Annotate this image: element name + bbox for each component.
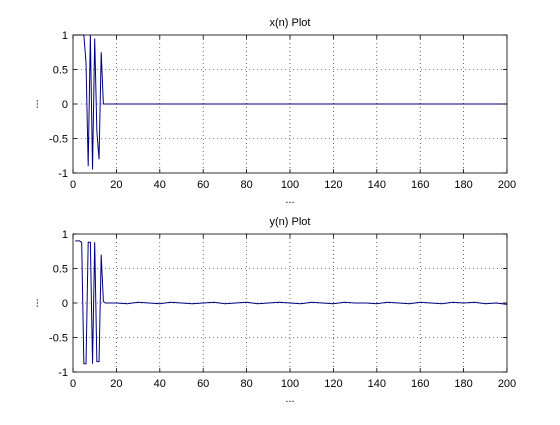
x-tick-label: 0: [70, 378, 76, 390]
x-tick-label: 20: [110, 378, 122, 390]
x-tick-label: 200: [498, 179, 516, 191]
x-tick-label: 60: [197, 378, 209, 390]
plot-title: y(n) Plot: [270, 216, 311, 228]
x-tick-label: 120: [324, 378, 342, 390]
y-tick-label: 1: [62, 229, 68, 241]
series-line: [75, 34, 507, 170]
x-tick-label: 0: [70, 179, 76, 191]
plot-1: 0 20 40 60 80 100 120 140 160 180 200 -1 -0.5 0 0.5 1 x(…: [29, 17, 516, 206]
y-tick-label: -1: [58, 367, 68, 379]
x-tick-label: 100: [281, 378, 299, 390]
y-tick-label: 0: [62, 99, 68, 111]
x-tick-label: 80: [240, 179, 252, 191]
x-tick-label: 200: [498, 378, 516, 390]
x-tick-label: 160: [411, 378, 429, 390]
x-tick-label: 60: [197, 179, 209, 191]
y-tick-label: -1: [58, 168, 68, 180]
y-tick-label: -0.5: [49, 333, 68, 345]
x-tick-label: 100: [281, 179, 299, 191]
x-tick-label: 160: [411, 179, 429, 191]
y-tick-label: 1: [62, 30, 68, 42]
x-axis-label: ...: [285, 393, 294, 405]
x-axis-label: ...: [285, 194, 294, 206]
x-tick-label: 40: [154, 378, 166, 390]
y-tick-label: 0.5: [53, 65, 68, 77]
x-tick-label: 180: [454, 179, 472, 191]
y-axis-label: ...: [29, 298, 41, 307]
y-tick-label: 0.5: [53, 264, 68, 276]
y-tick-label: -0.5: [49, 134, 68, 146]
x-tick-label: 80: [240, 378, 252, 390]
x-tick-label: 20: [110, 179, 122, 191]
plot-2: 0 20 40 60 80 100 120 140 160 180 200 -1 -0.5 0 0.5 1 y(…: [29, 216, 516, 405]
x-tick-label: 140: [368, 179, 386, 191]
y-tick-label: 0: [62, 298, 68, 310]
x-tick-label: 40: [154, 179, 166, 191]
y-axis-label: ...: [29, 99, 41, 108]
x-tick-label: 180: [454, 378, 472, 390]
plot-title: x(n) Plot: [270, 17, 311, 29]
x-tick-label: 120: [324, 179, 342, 191]
x-tick-label: 140: [368, 378, 386, 390]
series-line: [75, 240, 508, 365]
